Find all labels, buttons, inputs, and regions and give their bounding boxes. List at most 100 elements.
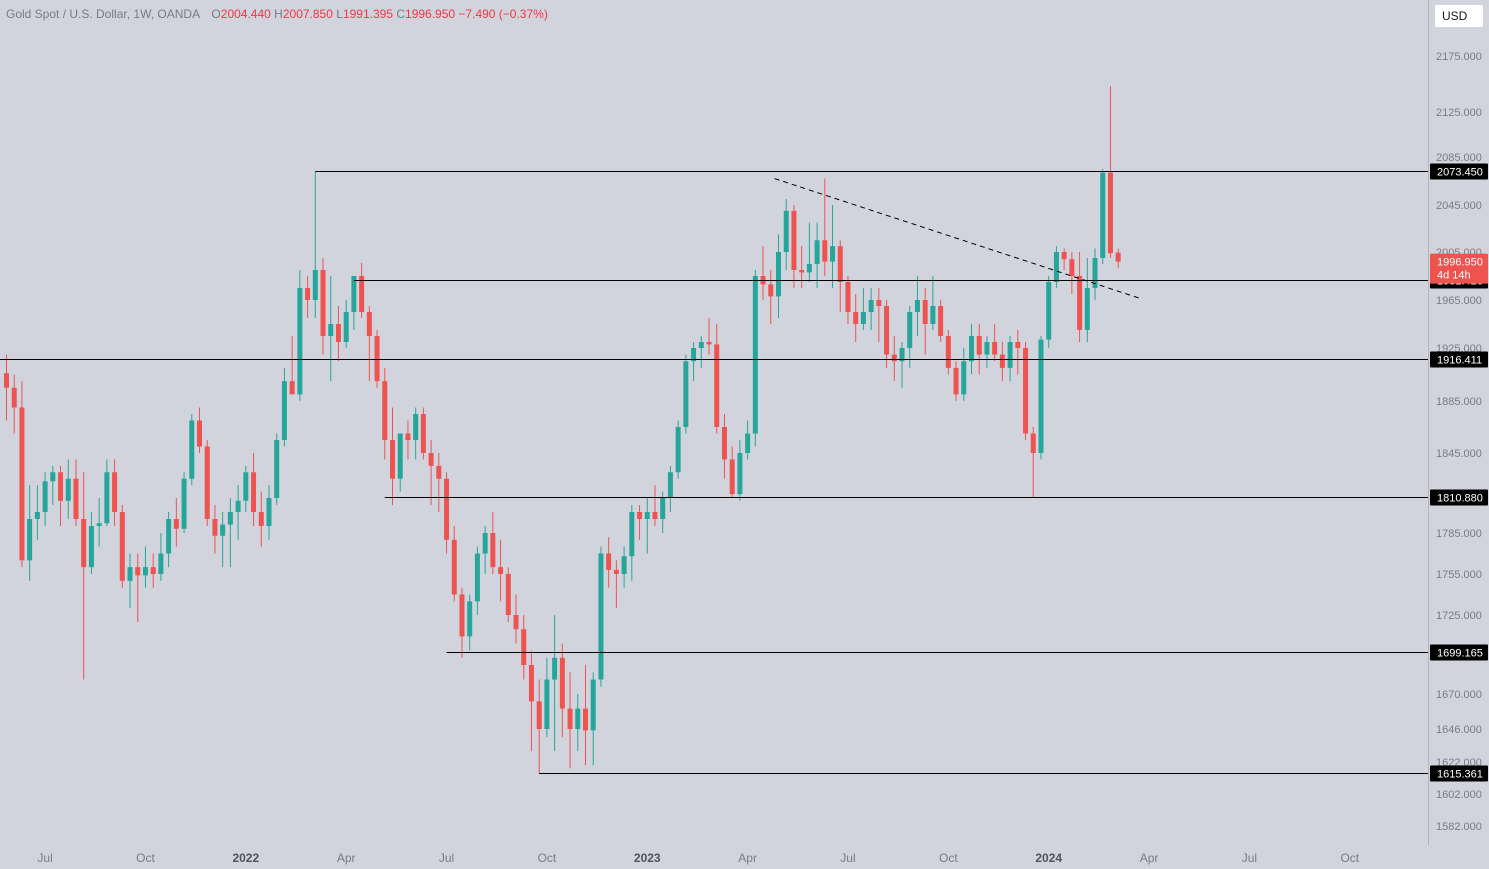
candle-body: [598, 553, 604, 680]
candle-body: [505, 574, 511, 615]
horizontal-levels[interactable]: [0, 171, 1428, 774]
price-tick-label: 1755.000: [1436, 569, 1482, 581]
price-tick-label: 2045.000: [1436, 200, 1482, 212]
candle-body: [1077, 276, 1083, 330]
candle-body: [212, 519, 218, 536]
level-label-bg: [1430, 351, 1488, 368]
candle-body: [1092, 258, 1098, 288]
candle-body: [413, 414, 419, 440]
symbol-title: Gold Spot / U.S. Dollar, 1W, OANDA: [6, 7, 201, 21]
candle-body: [969, 336, 974, 362]
candle-body: [420, 414, 426, 453]
candle-body: [822, 240, 828, 262]
candle-body: [876, 300, 882, 306]
candle-body: [544, 679, 550, 729]
candle-body: [366, 312, 372, 336]
candle-body: [1100, 172, 1106, 258]
candle-body: [575, 708, 581, 729]
candle-body: [166, 519, 172, 554]
candlestick-series: [4, 86, 1121, 774]
candle-body: [945, 336, 951, 368]
candle-body: [814, 240, 820, 264]
candle-body: [953, 367, 959, 395]
candle-body: [528, 665, 534, 702]
candle-body: [860, 312, 866, 324]
candle-body: [637, 512, 643, 519]
candle-body: [142, 567, 148, 576]
candle-body: [830, 246, 836, 262]
candle-body: [4, 373, 9, 388]
high-value: 2007.850: [282, 7, 333, 21]
candle-body: [490, 533, 496, 568]
time-tick-label: Oct: [939, 851, 958, 865]
currency-button[interactable]: USD: [1434, 4, 1484, 28]
price-tick-label: 2175.000: [1436, 51, 1482, 63]
candle-body: [1107, 172, 1113, 254]
price-tick-label: 1602.000: [1436, 789, 1482, 801]
change-value: −7.490 (−0.37%): [458, 7, 548, 21]
candle-body: [768, 284, 774, 297]
candle-body: [1069, 259, 1075, 276]
candle-body: [436, 465, 442, 479]
candle-body: [81, 519, 87, 568]
price-tick-label: 1582.000: [1436, 821, 1482, 833]
candle-body: [34, 512, 40, 519]
candle-body: [714, 344, 720, 427]
candle-body: [274, 440, 280, 498]
candle-body: [498, 567, 504, 574]
candle-body: [1015, 342, 1021, 348]
candle-body: [737, 453, 743, 495]
price-tick-label: 1845.000: [1436, 448, 1482, 460]
time-axis[interactable]: Jul Oct 2022 Apr Jul Oct 2023 Apr Jul Oct 2024 Apr J…: [37, 851, 1359, 865]
bar-countdown: 4d 14h: [1437, 270, 1471, 282]
candle-body: [297, 288, 303, 395]
open-key: O: [211, 7, 221, 21]
candle-body: [567, 708, 573, 729]
candle-body: [583, 708, 588, 731]
low-key: L: [336, 7, 343, 21]
candle-body: [606, 553, 612, 570]
trendline-layer[interactable]: [774, 178, 1142, 300]
level-label: 1699.165: [1437, 648, 1483, 660]
candle-body: [1023, 348, 1029, 434]
last-price-marker: 1996.950 4d 14h: [1430, 253, 1488, 284]
time-tick-label: Jul: [439, 851, 454, 865]
candle-body: [691, 348, 697, 362]
candle-body: [158, 553, 164, 574]
candle-body: [1053, 252, 1059, 282]
candle-body: [189, 420, 195, 479]
candle-body: [837, 246, 843, 282]
level-label: 1615.361: [1437, 769, 1483, 781]
candle-body: [1115, 252, 1121, 262]
candle-body: [513, 615, 519, 630]
price-tick-label: 1725.000: [1436, 610, 1482, 622]
candle-body: [1084, 288, 1090, 330]
level-label: 1810.880: [1437, 493, 1483, 505]
candle-body: [243, 472, 249, 501]
open-value: 2004.440: [220, 7, 271, 21]
candle-body: [1061, 252, 1067, 260]
candle-body: [227, 512, 233, 525]
price-tick-label: 1885.000: [1436, 396, 1482, 408]
candle-body: [312, 270, 318, 300]
candle-body: [320, 270, 326, 336]
time-tick-label: 2022: [232, 851, 259, 865]
time-tick-label: 2024: [1035, 851, 1062, 865]
candle-body: [706, 342, 712, 345]
candle-body: [783, 210, 789, 252]
candle-body: [390, 440, 395, 479]
candle-body: [559, 657, 565, 709]
candle-body: [251, 472, 257, 512]
candle-body: [335, 324, 341, 342]
candle-body: [266, 498, 272, 526]
candle-body: [1046, 282, 1052, 340]
candle-body: [891, 354, 897, 362]
candle-body: [197, 420, 202, 447]
candle-body: [729, 459, 735, 495]
candle-body: [698, 342, 704, 348]
close-value: 1996.950: [405, 7, 456, 21]
candle-body: [405, 433, 411, 440]
time-tick-label: Jul: [1242, 851, 1257, 865]
candle-body: [382, 381, 388, 440]
